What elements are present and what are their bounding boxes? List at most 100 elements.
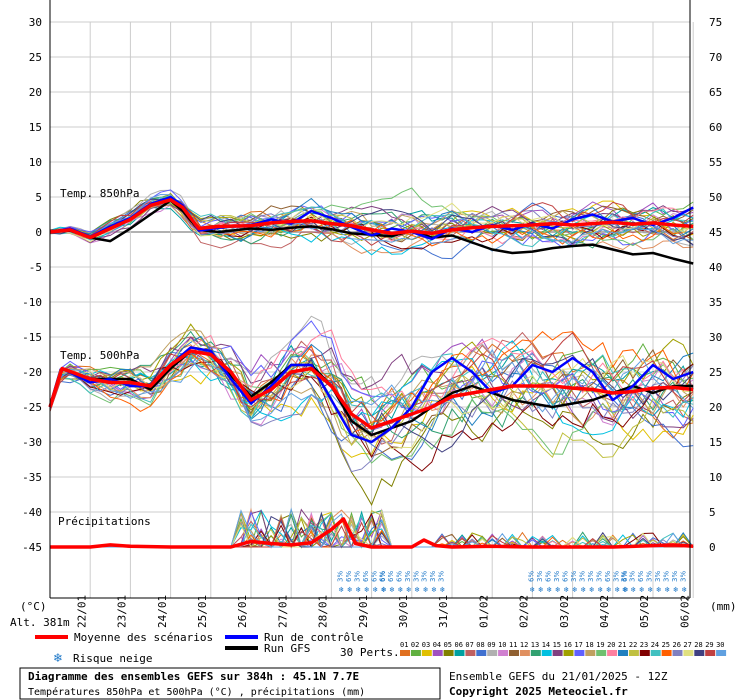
pert-legend-label: 25 bbox=[662, 641, 670, 649]
snowflake-icon: ❄ bbox=[372, 586, 378, 594]
pert-legend-swatch bbox=[596, 650, 607, 656]
right-tick-label: 0 bbox=[709, 541, 716, 554]
pert-legend-swatch bbox=[607, 650, 618, 656]
left-tick-label: 5 bbox=[35, 191, 42, 204]
pert-legend-swatch bbox=[661, 650, 672, 656]
snow-risk-label: 3% bbox=[628, 571, 636, 582]
date-tick-label: 31/01 bbox=[437, 595, 450, 628]
pert-legend-label: 11 bbox=[509, 641, 517, 649]
snow-risk-label: 6% bbox=[621, 571, 629, 582]
run-info: Ensemble GEFS du 21/01/2025 - 12Z bbox=[449, 670, 668, 683]
pert-legend-swatch bbox=[628, 650, 639, 656]
pert-legend-swatch bbox=[716, 650, 727, 656]
right-tick-label: 60 bbox=[709, 121, 722, 134]
date-tick-label: 25/01 bbox=[196, 595, 209, 628]
snowflake-icon: ❄ bbox=[381, 586, 387, 594]
pert-legend-label: 30 bbox=[716, 641, 724, 649]
snowflake-icon: ❄ bbox=[639, 586, 645, 594]
pert-line-500 bbox=[49, 347, 694, 461]
pert-legend-swatch bbox=[400, 650, 410, 656]
snow-risk-label: 6% bbox=[527, 571, 535, 582]
left-tick-label: 10 bbox=[29, 156, 42, 169]
pert-legend-swatch bbox=[541, 650, 552, 656]
snow-risk-label: 6% bbox=[387, 571, 395, 582]
right-tick-label: 70 bbox=[709, 51, 722, 64]
date-tick-label: 06/02 bbox=[678, 595, 691, 628]
legend-control-label: Run de contrôle bbox=[264, 631, 363, 644]
snow-risk-label: 6% bbox=[345, 571, 353, 582]
legend-snow-label: Risque neige bbox=[73, 652, 152, 665]
legend-perts-label: 30 Perts. bbox=[340, 646, 400, 659]
date-tick-label: 24/01 bbox=[156, 595, 169, 628]
left-tick-label: -35 bbox=[22, 471, 42, 484]
pert-legend-label: 10 bbox=[498, 641, 506, 649]
pert-legend-label: 06 bbox=[455, 641, 463, 649]
altitude-label: Alt. 381m bbox=[10, 616, 70, 629]
pert-legend-swatch bbox=[410, 650, 421, 656]
right-tick-label: 20 bbox=[709, 401, 722, 414]
snow-risk-label: 3% bbox=[421, 571, 429, 582]
snow-risk-label: 3% bbox=[671, 571, 679, 582]
snowflake-icon: ❄ bbox=[647, 586, 653, 594]
pert-legend-swatch bbox=[563, 650, 574, 656]
pert-line-500 bbox=[49, 350, 694, 464]
snowflake-icon: ❄ bbox=[580, 586, 586, 594]
left-tick-label: -30 bbox=[22, 436, 42, 449]
date-tick-label: 03/02 bbox=[558, 595, 571, 628]
date-tick-label: 23/01 bbox=[116, 595, 129, 628]
pert-legend-label: 19 bbox=[596, 641, 604, 649]
snow-risk-labels: 3%❄6%❄3%❄6%❄6%❄6%❄6%❄6%❄6%❄3%❄3%❄3%❄3%❄3… bbox=[336, 571, 687, 594]
pert-legend-swatch bbox=[618, 650, 628, 656]
title-box bbox=[19, 667, 441, 700]
panel-label-t850: Temp. 850hPa bbox=[60, 187, 139, 200]
left-tick-label: -10 bbox=[22, 296, 42, 309]
snow-risk-label: 3% bbox=[404, 571, 412, 582]
pert-legend-swatch bbox=[552, 650, 563, 656]
right-tick-label: 5 bbox=[709, 506, 716, 519]
left-tick-label: 30 bbox=[29, 16, 42, 29]
left-tick-label: -25 bbox=[22, 401, 42, 414]
snow-risk-label: 3% bbox=[553, 571, 561, 582]
chart-subtitle: Températures 850hPa et 500hPa (°C) , pré… bbox=[28, 686, 365, 698]
snowflake-icon: ❄ bbox=[546, 586, 552, 594]
date-tick-label: 28/01 bbox=[317, 595, 330, 628]
snow-risk-label: 6% bbox=[561, 571, 569, 582]
snowflake-icon: ❄ bbox=[431, 586, 437, 594]
pert-line-850 bbox=[49, 193, 694, 252]
pert-legend-label: 16 bbox=[564, 641, 572, 649]
snow-risk-label: 3% bbox=[536, 571, 544, 582]
snow-risk-label: 6% bbox=[396, 571, 404, 582]
left-tick-label: -40 bbox=[22, 506, 42, 519]
date-tick-label: 01/02 bbox=[477, 595, 490, 628]
snowflake-icon: ❄ bbox=[555, 586, 561, 594]
snowflake-icon: ❄ bbox=[364, 586, 370, 594]
pert-legend-label: 15 bbox=[553, 641, 561, 649]
pert-legend-label: 12 bbox=[520, 641, 528, 649]
pert-legend-swatch bbox=[432, 650, 443, 656]
snowflake-icon: ❄ bbox=[622, 586, 628, 594]
pert-legend-swatch bbox=[672, 650, 683, 656]
snow-risk-label: 3% bbox=[336, 571, 344, 582]
pert-legend-swatch bbox=[421, 650, 432, 656]
pert-legend-label: 22 bbox=[629, 641, 637, 649]
left-tick-label: -45 bbox=[22, 541, 42, 554]
pert-legend-label: 09 bbox=[487, 641, 495, 649]
pert-legend-label: 05 bbox=[444, 641, 452, 649]
snowflake-icon: ❄ bbox=[614, 586, 620, 594]
right-tick-label: 40 bbox=[709, 261, 722, 274]
snow-risk-label: 3% bbox=[679, 571, 687, 582]
right-tick-label: 50 bbox=[709, 191, 722, 204]
snowflake-icon: ❄ bbox=[623, 586, 629, 594]
left-axis-unit: (°C) bbox=[20, 600, 47, 613]
pert-legend-label: 27 bbox=[683, 641, 691, 649]
pert-legend-label: 23 bbox=[640, 641, 648, 649]
left-tick-label: -5 bbox=[29, 261, 42, 274]
date-tick-label: 29/01 bbox=[357, 595, 370, 628]
snow-risk-label: 3% bbox=[570, 571, 578, 582]
snow-risk-label: 3% bbox=[645, 571, 653, 582]
pert-legend-label: 24 bbox=[651, 641, 659, 649]
snow-risk-label: 6% bbox=[379, 571, 387, 582]
pert-legend-label: 04 bbox=[433, 641, 441, 649]
pert-line-500 bbox=[49, 331, 694, 434]
